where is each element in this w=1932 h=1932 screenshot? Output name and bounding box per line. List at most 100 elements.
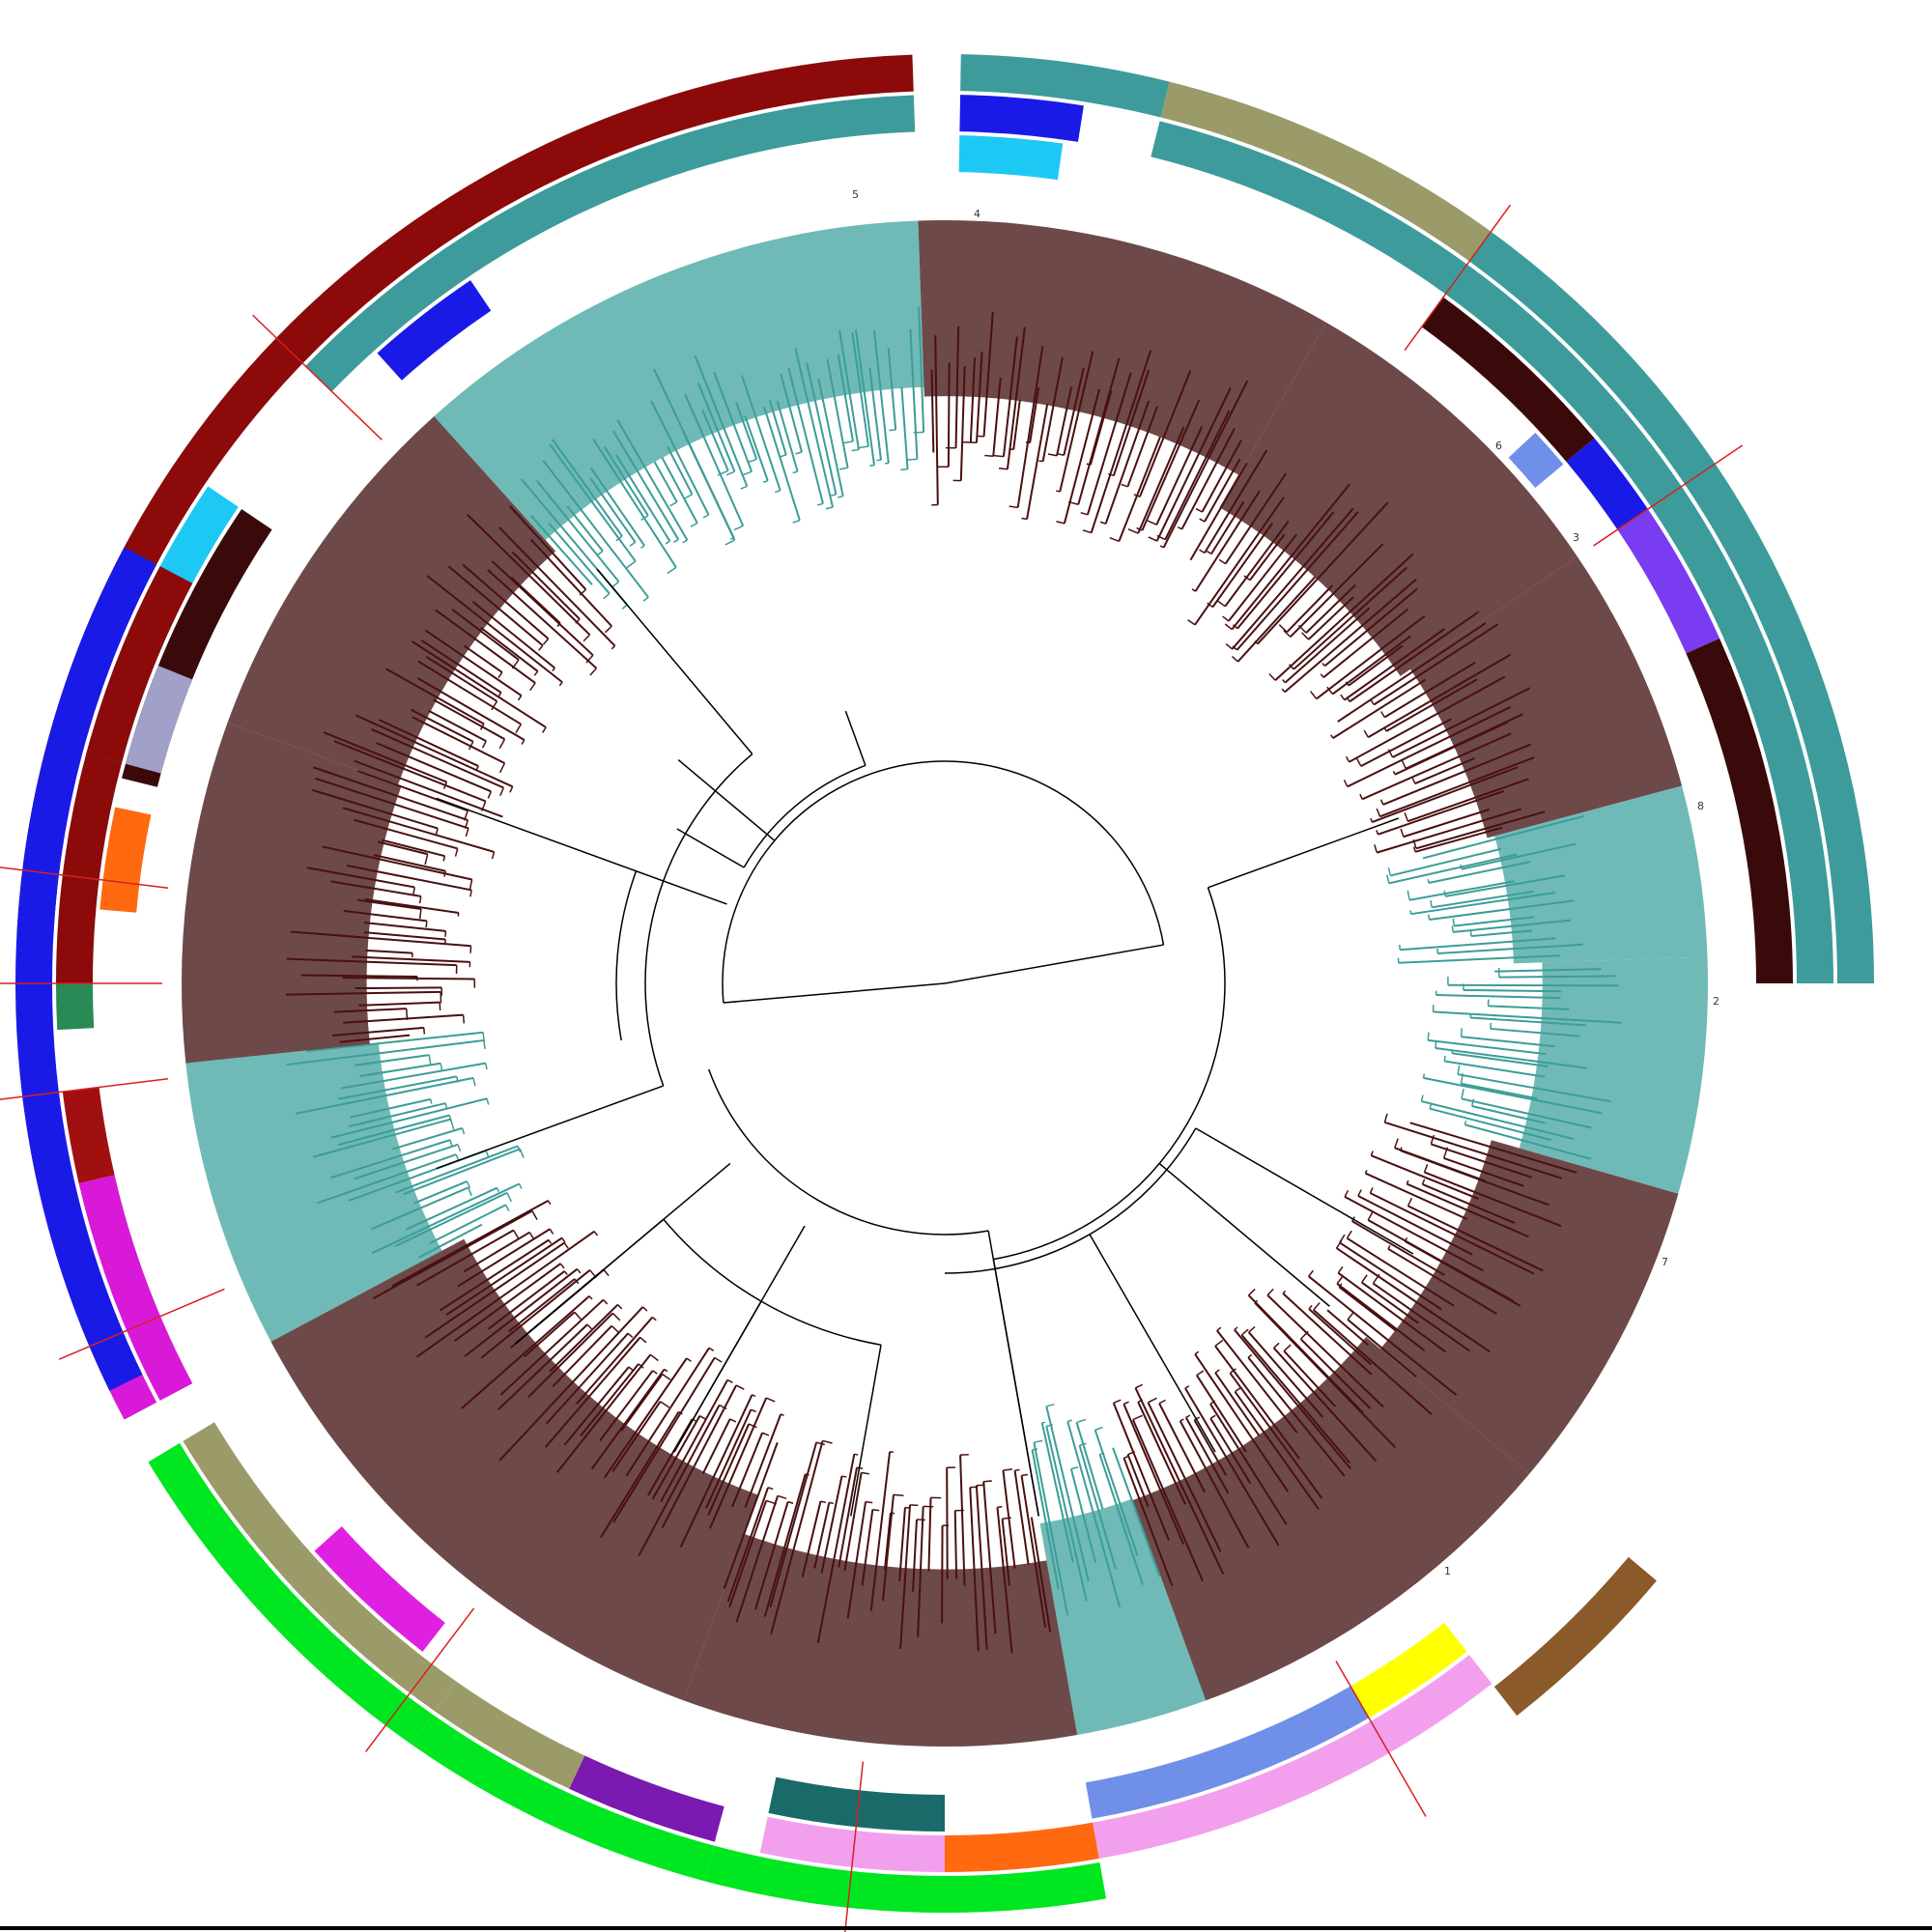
leaf-branch-link (652, 1370, 658, 1375)
leaf-branch (1284, 607, 1371, 684)
backbone-branch (1089, 1234, 1216, 1453)
leaf-branch (352, 955, 470, 963)
leaf-branch (548, 522, 611, 595)
leaf-branch (1428, 861, 1530, 884)
leaf-branch-link (1021, 517, 1028, 521)
leaf-branch-link (725, 470, 735, 476)
leaf-branch-link (454, 848, 459, 857)
ring-segment (99, 807, 152, 913)
leaf-branch-link (1047, 453, 1058, 457)
leaf-branch-link (724, 539, 735, 546)
leaf-branch-link (1313, 1302, 1321, 1311)
leaf-branch-link (1232, 624, 1238, 630)
leaf-branch-link (1247, 1353, 1253, 1358)
leaf-branch (471, 601, 555, 669)
leaf-branch-link (1345, 755, 1350, 763)
leaf-branch-link (1420, 1094, 1424, 1102)
leaf-branch-link (1123, 1401, 1129, 1406)
leaf-branch-link (1222, 615, 1230, 622)
leaf-branch (527, 1312, 614, 1398)
leaf-branch-link (1282, 679, 1286, 684)
leaf-branch (1422, 1182, 1516, 1224)
leaf-branch-link (1370, 699, 1375, 705)
leaf-branch-link (690, 522, 698, 527)
leaf-branch (1013, 1470, 1030, 1566)
leaf-branch-link (1232, 645, 1238, 651)
leaf-branch (1210, 500, 1245, 554)
leaf-branch-link (1442, 1147, 1449, 1159)
leaf-branch-link (629, 541, 637, 547)
leaf-branch (342, 807, 495, 853)
backbone-arc (993, 887, 1226, 1261)
leaf-branch-link (588, 1295, 593, 1300)
ring-segment (14, 743, 143, 1391)
leaf-branch-link (1404, 1237, 1408, 1242)
leaf-branch-link (593, 1231, 599, 1236)
leaf-branch-link (1340, 694, 1346, 701)
leaf-branch (1026, 403, 1049, 520)
leaf-branch-link (822, 1439, 833, 1444)
backbone-branch (850, 1345, 882, 1517)
leaf-branch-link (1156, 534, 1166, 541)
leaf-branch-link (683, 494, 693, 499)
leaf-branch-link (907, 458, 918, 461)
ring-segment (1350, 1622, 1467, 1719)
leaf-branch-link (611, 645, 616, 650)
leaf-branch (726, 1487, 770, 1603)
leaf-branch-link (748, 1423, 757, 1429)
leaf-branch (1382, 743, 1532, 806)
leaf-branch (376, 742, 492, 793)
leaf-branch (1361, 732, 1512, 801)
leaf-branch-link (1207, 551, 1212, 555)
leaf-branch (768, 400, 787, 456)
leaf-branch (1234, 1391, 1320, 1510)
leaf-branch (1377, 808, 1522, 854)
leaf-branch (707, 1423, 751, 1517)
ring-segment (86, 566, 193, 763)
leaf-branch (899, 1504, 912, 1650)
leaf-branch-link (465, 828, 469, 838)
leaf-branch-link (649, 1353, 659, 1362)
leaf-branch (599, 1370, 654, 1442)
leaf-branch-link (1320, 673, 1324, 678)
leaf-branch (1349, 611, 1480, 703)
leaf-branch (384, 668, 485, 725)
leaf-branch-link (660, 1401, 670, 1408)
leaf-branch-link (1099, 1452, 1105, 1456)
ring-segment (46, 547, 157, 753)
leaf-branch-link (422, 1027, 426, 1035)
leaf-branch (1390, 847, 1502, 877)
leaf-branch-link (669, 501, 678, 507)
leaf-branch-link (475, 765, 479, 771)
leaf-branch-link (442, 856, 446, 862)
leaf-branch-link (708, 1347, 715, 1351)
leaf-branch (425, 655, 497, 702)
leaf-branch-link (1159, 545, 1164, 549)
leaf-branch (701, 410, 729, 471)
leaf-branch-link (1282, 1290, 1287, 1294)
leaf-branch-link (1094, 1426, 1103, 1431)
leaf-branch (684, 393, 745, 526)
leaf-branch-link (1379, 799, 1384, 806)
leaf-branch (312, 788, 439, 830)
leaf-branch (620, 1373, 664, 1432)
clade-label-7: 7 (1662, 1256, 1668, 1268)
leaf-branch (1056, 386, 1073, 456)
leaf-branch (1063, 367, 1085, 456)
leaf-branch-link (1195, 507, 1203, 513)
leaf-branch-link (1345, 681, 1350, 687)
backbone-branch (1195, 1127, 1414, 1255)
leaf-branch-link (418, 908, 422, 920)
leaf-branch (453, 1263, 561, 1343)
leaf-branch (363, 922, 446, 932)
leaf-branch-link (719, 1404, 727, 1410)
ring-segment (1617, 509, 1720, 654)
leaf-branch-link (1234, 1326, 1238, 1331)
leaf-branch (603, 1357, 688, 1479)
leaf-branch-link (496, 1187, 500, 1192)
leaf-branch-link (435, 828, 439, 836)
leaf-branch (413, 1180, 468, 1205)
leaf-branch-link (457, 1144, 462, 1152)
leaf-branch (996, 1507, 1013, 1654)
leaf-branch-link (603, 1268, 610, 1277)
